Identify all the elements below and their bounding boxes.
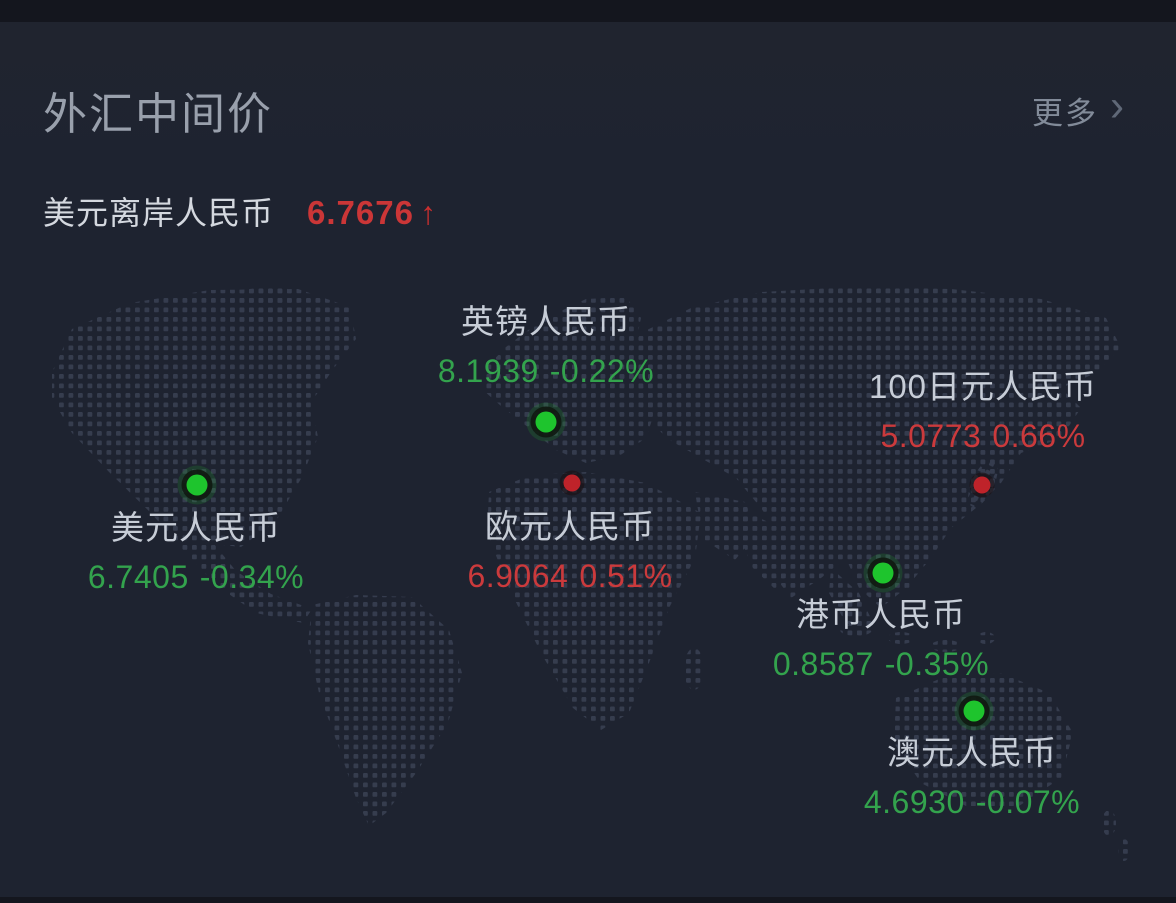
eur-cny-quote[interactable]: 欧元人民币 6.9064 0.51%: [467, 507, 672, 595]
rate: 5.0773: [880, 417, 982, 454]
pair-label: 英镑人民币: [460, 303, 631, 340]
map-greenland: [226, 285, 303, 356]
aud-cny-map-dot: [963, 700, 985, 722]
rate: 6.7405: [87, 558, 189, 595]
change-percent: -0.35%: [884, 645, 990, 682]
map-philippines: [899, 566, 913, 592]
map-arabia: [695, 492, 758, 560]
pair-value: 4.6930 -0.07%: [864, 783, 1080, 821]
change-percent: -0.34%: [199, 558, 305, 595]
page-title: 外汇中间价: [43, 90, 273, 139]
card-header: 外汇中间价 更多 ›: [43, 83, 1124, 139]
headline-pair-label: 美元离岸人民币: [43, 195, 275, 231]
fx-card: 外汇中间价 更多 › 美元离岸人民币 6.7676 ↑: [0, 22, 1176, 897]
rate: 0.8587: [772, 645, 874, 682]
change-percent: 0.51%: [579, 557, 673, 594]
jpy-cny-quote[interactable]: 100日元人民币 5.0773 0.66%: [869, 367, 1097, 455]
rate: 4.6930: [863, 783, 965, 820]
map-new-zealand-2: [1118, 839, 1130, 861]
pair-value: 8.1939 -0.22%: [438, 352, 654, 390]
gbp-cny-map-dot: [535, 411, 557, 433]
pair-label: 美元人民币: [110, 509, 281, 546]
map-new-zealand-1: [1102, 810, 1116, 836]
pair-label: 澳元人民币: [886, 734, 1057, 771]
map-madagascar: [684, 648, 704, 690]
pair-value: 6.9064 0.51%: [467, 557, 672, 595]
pair-label: 100日元人民币: [868, 368, 1098, 405]
page-background-bottom: [0, 897, 1176, 903]
usd-cny-quote[interactable]: 美元人民币 6.7405 -0.34%: [88, 508, 304, 596]
hkd-cny-map-dot: [872, 562, 894, 584]
map-india: [738, 508, 791, 590]
more-button[interactable]: 更多 ›: [1032, 83, 1124, 133]
chevron-right-icon: ›: [1110, 80, 1124, 130]
pair-value: 5.0773 0.66%: [869, 417, 1097, 455]
page-background-top: [0, 0, 1176, 22]
map-south-america: [308, 595, 462, 826]
change-percent: -0.07%: [975, 783, 1081, 820]
change-percent: 0.66%: [992, 417, 1086, 454]
usd-offshore-cny-quote[interactable]: 美元离岸人民币 6.7676 ↑: [43, 188, 436, 234]
up-arrow-icon: ↑: [419, 195, 436, 231]
hkd-cny-quote[interactable]: 港币人民币 0.8587 -0.35%: [773, 595, 989, 683]
eur-cny-map-dot: [563, 474, 581, 492]
rate: 6.9064: [467, 557, 569, 594]
headline-value: 6.7676: [307, 194, 414, 231]
more-label: 更多: [1032, 95, 1098, 131]
rate: 8.1939: [437, 352, 539, 389]
pair-value: 0.8587 -0.35%: [773, 645, 989, 683]
pair-label: 欧元人民币: [484, 508, 655, 545]
usd-cny-map-dot: [186, 474, 208, 496]
change-percent: -0.22%: [549, 352, 655, 389]
aud-cny-quote[interactable]: 澳元人民币 4.6930 -0.07%: [864, 733, 1080, 821]
pair-value: 6.7405 -0.34%: [88, 558, 304, 596]
jpy-cny-map-dot: [973, 476, 991, 494]
pair-label: 港币人民币: [795, 596, 966, 633]
gbp-cny-quote[interactable]: 英镑人民币 8.1939 -0.22%: [438, 302, 654, 390]
